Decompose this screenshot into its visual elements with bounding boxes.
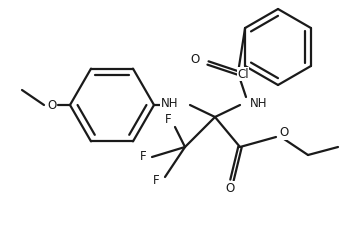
Text: O: O	[279, 126, 288, 140]
Text: F: F	[164, 113, 171, 125]
Text: O: O	[48, 98, 57, 111]
Text: O: O	[225, 181, 235, 195]
Text: Cl: Cl	[237, 67, 249, 81]
Text: NH: NH	[250, 97, 268, 110]
Text: NH: NH	[161, 97, 178, 110]
Text: F: F	[152, 173, 159, 187]
Text: O: O	[191, 52, 200, 66]
Text: F: F	[139, 150, 146, 164]
